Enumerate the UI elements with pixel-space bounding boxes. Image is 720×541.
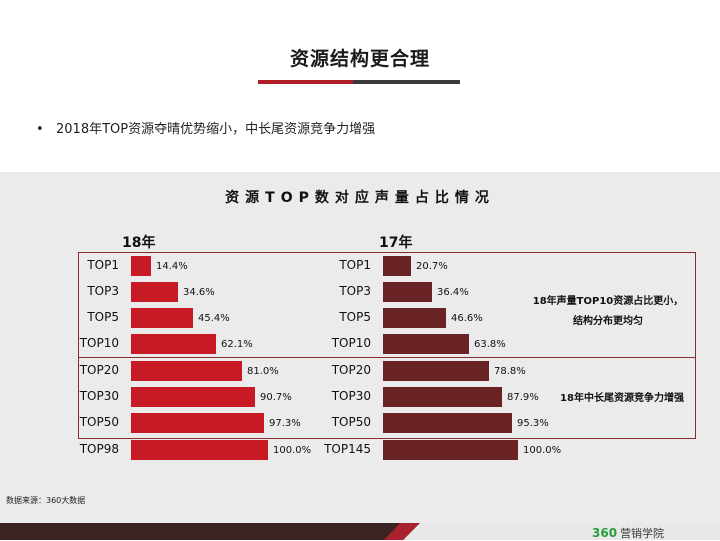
category-label-2017-top3: TOP3 [339,284,371,298]
category-label-2017-top20: TOP20 [331,363,371,377]
value-label-2017-top145: 100.0% [523,445,562,456]
category-label-2017-top10: TOP10 [331,336,371,350]
title-underline-accent [258,80,353,84]
category-label-2018-top30: TOP30 [79,389,119,403]
chart-title: 资源TOP数对应声量占比情况 [225,190,495,206]
value-label-2018-top1: 14.4% [156,261,188,272]
category-label-2018-top5: TOP5 [87,310,119,324]
category-label-2018-top1: TOP1 [87,258,119,272]
category-label-2017-top5: TOP5 [339,310,371,324]
value-label-2017-top20: 78.8% [494,366,526,377]
bar-2017-top145 [383,440,518,460]
value-label-2018-top30: 90.7% [260,392,292,403]
data-source: 数据来源：360大数据 [6,496,86,505]
brand-number: 360 [592,526,618,540]
bar-2017-top50 [383,413,512,433]
annotation-top10-line1: 18年声量TOP10资源占比更小， [532,296,684,307]
category-label-2017-top50: TOP50 [331,415,371,429]
value-label-2017-top1: 20.7% [416,261,448,272]
panel-header-2018: 18年 [122,235,156,251]
bar-2017-top20 [383,361,489,381]
value-label-2018-top98: 100.0% [273,445,312,456]
bar-2018-top5 [131,308,193,328]
value-label-2017-top10: 63.8% [474,339,506,350]
bar-2017-top3 [383,282,432,302]
category-label-2018-top20: TOP20 [79,363,119,377]
value-label-2018-top5: 45.4% [198,313,230,324]
bar-2018-top50 [131,413,264,433]
category-label-2018-top98: TOP98 [79,442,119,456]
bullet-point: • 2018年TOP资源夺晴优势缩小，中长尾资源竞争力增强 [36,118,375,137]
bar-2018-top10 [131,334,216,354]
brand-logo: 360 营销学院 [592,525,664,541]
category-label-2018-top50: TOP50 [79,415,119,429]
value-label-2018-top50: 97.3% [269,418,301,429]
bar-2018-top20 [131,361,242,381]
bar-2018-top1 [131,256,151,276]
annotation-longtail: 18年中长尾资源竞争力增强 [560,393,684,404]
bar-2017-top10 [383,334,469,354]
panel-header-2017: 17年 [379,235,413,251]
value-label-2018-top10: 62.1% [221,339,253,350]
bar-2017-top5 [383,308,446,328]
bar-2017-top30 [383,387,502,407]
longtail-group-box [78,357,696,439]
bullet-text: 2018年TOP资源夺晴优势缩小，中长尾资源竞争力增强 [56,122,376,137]
value-label-2017-top5: 46.6% [451,313,483,324]
bullet-dot-icon: • [36,122,44,137]
category-label-2017-top30: TOP30 [331,389,371,403]
bar-2018-top30 [131,387,255,407]
value-label-2017-top50: 95.3% [517,418,549,429]
category-label-2017-top145: TOP145 [324,442,371,456]
chart-panel [0,172,720,524]
brand-text: 营销学院 [620,527,665,540]
bar-2018-top98 [131,440,268,460]
bar-2018-top3 [131,282,178,302]
value-label-2018-top20: 81.0% [247,366,279,377]
slide-title: 资源结构更合理 [289,48,430,70]
value-label-2018-top3: 34.6% [183,287,215,298]
category-label-2017-top1: TOP1 [339,258,371,272]
value-label-2017-top30: 87.9% [507,392,539,403]
category-label-2018-top3: TOP3 [87,284,119,298]
annotation-top10-line2: 结构分布更均匀 [573,316,643,327]
bar-2017-top1 [383,256,411,276]
value-label-2017-top3: 36.4% [437,287,469,298]
category-label-2018-top10: TOP10 [79,336,119,350]
title-underline [353,80,460,84]
footer-accent-dark [0,523,400,540]
